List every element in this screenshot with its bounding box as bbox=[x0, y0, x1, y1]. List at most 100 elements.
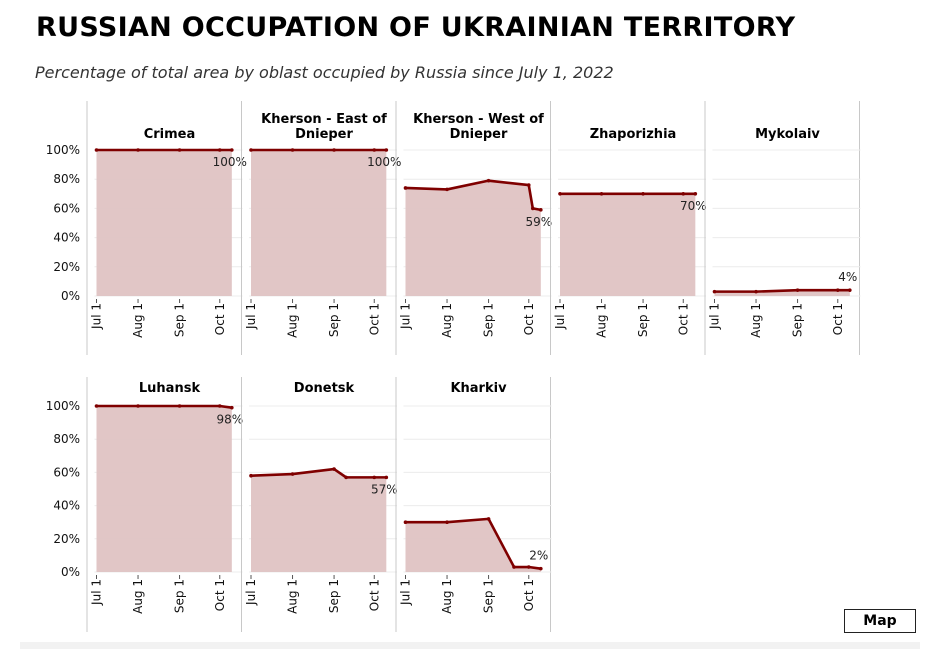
y-tick-label: 0% bbox=[61, 289, 80, 303]
area-zhaporizhia bbox=[560, 193, 696, 296]
chart-subtitle: Percentage of total area by oblast occup… bbox=[35, 63, 614, 82]
x-tick-label: Oct 1 bbox=[831, 303, 845, 335]
point-luhansk bbox=[136, 404, 140, 408]
x-tick-label: Aug 1 bbox=[286, 303, 300, 338]
x-tick-label: Jul 1 bbox=[244, 303, 258, 330]
point-kharkiv bbox=[526, 565, 531, 569]
panel-title-zhaporizhia: Zhaporizhia bbox=[590, 127, 677, 142]
x-tick-label: Sep 1 bbox=[791, 303, 805, 337]
y-tick-label: 60% bbox=[53, 201, 80, 215]
area-luhansk bbox=[96, 406, 232, 572]
value-label-kherson-west-of-dnieper: 59% bbox=[525, 215, 552, 229]
panel-title-kherson-east-of-dnieper: Kherson - East of Dnieper bbox=[261, 112, 387, 142]
x-tick-label: Jul 1 bbox=[553, 303, 567, 330]
x-tick-label: Oct 1 bbox=[522, 579, 536, 611]
line-mykolaiv bbox=[714, 288, 850, 293]
point-crimea bbox=[136, 148, 140, 152]
value-label-zhaporizhia: 70% bbox=[680, 199, 707, 213]
y-tick-label: 20% bbox=[53, 260, 80, 274]
point-kharkiv bbox=[539, 566, 543, 571]
point-crimea bbox=[177, 148, 182, 152]
line-donetsk bbox=[250, 467, 387, 479]
y-tick-label: 0% bbox=[61, 565, 80, 579]
x-tick-label: Sep 1 bbox=[173, 579, 187, 613]
point-kherson-east-of-dnieper bbox=[249, 148, 253, 152]
point-donetsk bbox=[372, 475, 377, 480]
point-kherson-west-of-dnieper bbox=[486, 178, 491, 183]
x-tick-label: Jul 1 bbox=[399, 579, 413, 606]
x-tick-label: Sep 1 bbox=[173, 303, 187, 337]
value-label-kharkiv: 2% bbox=[529, 549, 548, 563]
panel-title-kharkiv: Kharkiv bbox=[450, 381, 507, 396]
point-mykolaiv bbox=[835, 288, 840, 292]
point-kharkiv bbox=[486, 517, 491, 521]
panel-title-luhansk: Luhansk bbox=[139, 381, 201, 396]
x-tick-label: Aug 1 bbox=[286, 579, 300, 614]
y-tick-label: 80% bbox=[53, 432, 80, 446]
point-luhansk bbox=[217, 404, 222, 408]
x-tick-label: Aug 1 bbox=[749, 303, 763, 338]
point-luhansk bbox=[94, 404, 99, 408]
map-button[interactable]: Map bbox=[844, 609, 916, 633]
chart-title: RUSSIAN OCCUPATION OF UKRAINIAN TERRITOR… bbox=[36, 12, 796, 43]
panel-title-crimea: Crimea bbox=[144, 127, 196, 142]
point-mykolaiv bbox=[795, 288, 800, 292]
point-kharkiv bbox=[445, 520, 449, 524]
point-kherson-west-of-dnieper bbox=[526, 183, 531, 187]
point-luhansk bbox=[177, 404, 182, 408]
x-tick-label: Oct 1 bbox=[676, 303, 690, 335]
x-tick-label: Jul 1 bbox=[399, 303, 413, 330]
point-donetsk bbox=[384, 475, 389, 480]
y-tick-label: 80% bbox=[53, 172, 80, 186]
value-label-crimea: 100% bbox=[213, 155, 247, 169]
x-tick-label: Aug 1 bbox=[440, 579, 454, 614]
point-zhaporizhia bbox=[693, 192, 698, 196]
x-tick-label: Aug 1 bbox=[440, 303, 454, 338]
point-kharkiv bbox=[512, 565, 516, 569]
x-tick-label: Sep 1 bbox=[327, 303, 341, 337]
x-tick-label: Sep 1 bbox=[636, 303, 650, 337]
area-crimea bbox=[96, 150, 232, 296]
value-label-kherson-east-of-dnieper: 100% bbox=[367, 155, 401, 169]
point-crimea bbox=[94, 148, 99, 152]
value-label-luhansk: 98% bbox=[216, 413, 243, 427]
value-label-donetsk: 57% bbox=[371, 482, 398, 496]
area-donetsk bbox=[251, 469, 387, 572]
y-tick-label: 40% bbox=[53, 231, 80, 245]
x-tick-label: Jul 1 bbox=[708, 303, 722, 330]
x-tick-label: Jul 1 bbox=[244, 579, 258, 606]
x-tick-label: Sep 1 bbox=[482, 303, 496, 337]
point-zhaporizhia bbox=[558, 192, 562, 196]
point-kherson-east-of-dnieper bbox=[290, 148, 295, 152]
point-mykolaiv bbox=[848, 288, 852, 292]
line-kharkiv bbox=[405, 517, 541, 570]
panel-title-donetsk: Donetsk bbox=[294, 381, 355, 396]
x-tick-label: Aug 1 bbox=[131, 303, 145, 338]
point-kharkiv bbox=[403, 520, 408, 524]
x-tick-label: Oct 1 bbox=[213, 303, 227, 335]
point-crimea bbox=[217, 148, 222, 152]
x-tick-label: Sep 1 bbox=[482, 579, 496, 613]
point-crimea bbox=[230, 148, 234, 152]
y-tick-label: 40% bbox=[53, 499, 80, 513]
y-tick-label: 60% bbox=[53, 465, 80, 479]
x-tick-label: Jul 1 bbox=[90, 579, 104, 606]
point-mykolaiv bbox=[712, 289, 717, 294]
x-tick-label: Aug 1 bbox=[595, 303, 609, 338]
point-donetsk bbox=[249, 473, 253, 478]
y-tick-label: 20% bbox=[53, 532, 80, 546]
area-kherson-east-of-dnieper bbox=[251, 150, 387, 296]
point-luhansk bbox=[230, 405, 234, 410]
footer-toolbar bbox=[20, 642, 920, 649]
point-donetsk bbox=[290, 472, 295, 476]
x-tick-label: Oct 1 bbox=[213, 579, 227, 611]
area-kharkiv bbox=[405, 518, 541, 572]
area-kherson-west-of-dnieper bbox=[405, 180, 541, 296]
point-kherson-west-of-dnieper bbox=[530, 206, 535, 211]
x-tick-label: Aug 1 bbox=[131, 579, 145, 614]
panel-title-mykolaiv: Mykolaiv bbox=[755, 127, 820, 142]
x-tick-label: Oct 1 bbox=[367, 303, 381, 335]
point-zhaporizhia bbox=[641, 192, 645, 196]
point-donetsk bbox=[332, 467, 336, 471]
